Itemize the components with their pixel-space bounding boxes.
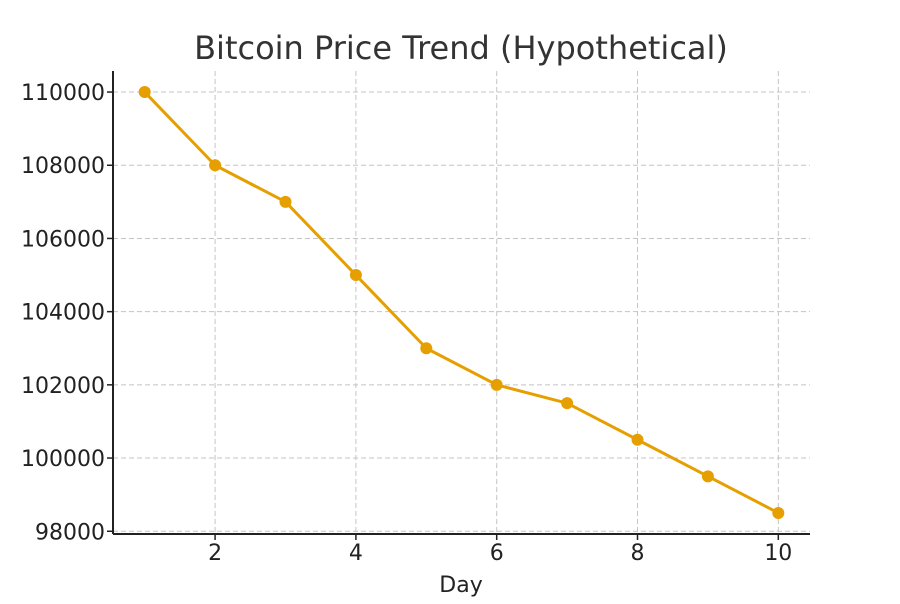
data-point (209, 159, 222, 172)
data-point (279, 195, 292, 208)
y-tick-label: 104000 (21, 301, 105, 326)
x-tick-label: 2 (208, 541, 222, 566)
y-tick-label: 108000 (21, 154, 105, 179)
data-point (701, 470, 714, 483)
y-tick-label: 102000 (21, 374, 105, 399)
x-tick-label: 8 (631, 541, 645, 566)
series-line (143, 90, 780, 515)
y-tick-label: 110000 (21, 81, 105, 106)
data-point (772, 506, 785, 519)
grid-layer (113, 71, 810, 534)
data-point (561, 397, 574, 410)
x-tick-label: 4 (349, 541, 363, 566)
axes-layer (112, 71, 810, 535)
data-point (420, 342, 433, 355)
y-tick-label: 106000 (21, 227, 105, 252)
data-point (138, 86, 151, 99)
series-layer (138, 86, 785, 519)
ticks-layer: 2 4 6 8 10 98000 100000 102000 104000 106000 10800… (21, 81, 792, 566)
y-tick-label: 100000 (21, 447, 105, 472)
data-point (631, 433, 644, 446)
y-tick-label: 98000 (35, 520, 105, 545)
x-tick-label: 6 (490, 541, 504, 566)
data-point (349, 269, 362, 282)
data-point (490, 378, 503, 391)
chart-title: Bitcoin Price Trend (Hypothetical) (194, 29, 728, 67)
x-axis-label: Day (439, 573, 482, 598)
x-tick-label: 10 (764, 541, 792, 566)
